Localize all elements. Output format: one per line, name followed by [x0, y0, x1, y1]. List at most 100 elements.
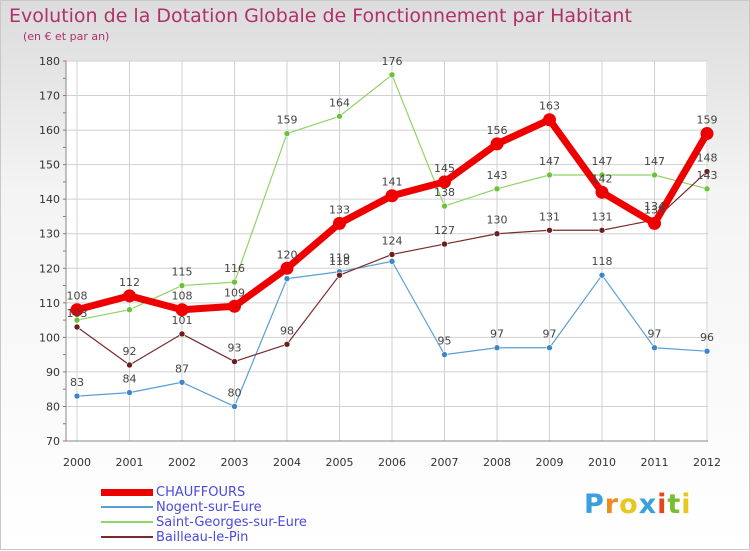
- data-label: 143: [487, 169, 508, 182]
- data-label: 108: [172, 290, 193, 303]
- data-label: 118: [329, 255, 350, 268]
- data-label: 147: [644, 155, 665, 168]
- data-label: 159: [277, 114, 298, 127]
- data-label: 133: [644, 203, 665, 216]
- data-point: [490, 137, 504, 151]
- data-point: [493, 185, 501, 193]
- legend-label: Nogent-sur-Eure: [156, 500, 262, 515]
- data-point: [700, 127, 714, 141]
- data-point: [546, 344, 553, 352]
- data-point: [388, 258, 396, 265]
- data-point: [126, 306, 133, 314]
- x-tick-label: 2005: [326, 456, 354, 469]
- data-label: 120: [277, 248, 298, 261]
- x-tick-label: 2000: [63, 456, 91, 469]
- data-point: [648, 216, 661, 230]
- data-label: 138: [434, 186, 455, 199]
- plot-area: [66, 61, 708, 441]
- data-label: 101: [172, 314, 193, 327]
- data-label: 112: [119, 276, 140, 289]
- data-label: 84: [123, 373, 137, 386]
- data-label: 92: [123, 345, 137, 358]
- data-point: [651, 171, 658, 179]
- data-point: [441, 351, 448, 358]
- legend-swatch: [101, 536, 153, 538]
- legend-swatch: [101, 521, 153, 523]
- y-tick-label: 170: [39, 90, 60, 103]
- data-label: 130: [487, 214, 508, 227]
- data-point: [336, 112, 343, 120]
- data-point: [70, 303, 84, 317]
- y-tick-label: 70: [46, 435, 60, 448]
- data-point: [175, 303, 189, 317]
- data-label: 124: [382, 234, 403, 247]
- x-tick-label: 2004: [273, 456, 301, 469]
- x-tick-label: 2001: [116, 456, 144, 469]
- data-label: 95: [438, 335, 452, 348]
- legend-label: Saint-Georges-sur-Eure: [156, 515, 307, 530]
- data-label: 164: [329, 96, 350, 109]
- data-point: [336, 271, 343, 279]
- logo-letter: t: [667, 489, 682, 520]
- data-label: 176: [382, 55, 403, 68]
- x-tick-label: 2010: [588, 456, 616, 469]
- data-label: 80: [228, 386, 242, 399]
- y-tick-label: 90: [46, 366, 60, 379]
- data-label: 96: [700, 331, 714, 344]
- data-point: [598, 271, 606, 279]
- logo-letter: P: [584, 489, 605, 520]
- data-label: 109: [224, 286, 245, 299]
- data-point: [178, 330, 186, 338]
- data-point: [231, 358, 238, 365]
- data-point: [703, 168, 711, 175]
- data-point: [703, 185, 711, 193]
- logo-letter: r: [604, 489, 620, 520]
- data-point: [595, 185, 609, 199]
- data-point: [178, 378, 186, 386]
- data-point: [333, 216, 346, 230]
- data-label: 141: [382, 176, 403, 189]
- data-point: [546, 171, 553, 179]
- y-tick-label: 150: [39, 159, 60, 172]
- y-tick-label: 160: [39, 124, 60, 137]
- logo-letter: o: [619, 489, 639, 520]
- data-label: 147: [592, 155, 613, 168]
- y-tick-label: 100: [39, 331, 60, 344]
- logo-letter: i: [681, 489, 692, 520]
- x-tick-label: 2009: [536, 456, 564, 469]
- data-point: [231, 403, 238, 410]
- x-tick-label: 2003: [221, 456, 249, 469]
- x-tick-label: 2007: [431, 456, 459, 469]
- data-label: 148: [697, 152, 718, 165]
- data-label: 127: [434, 224, 455, 237]
- data-label: 93: [228, 342, 242, 355]
- data-point: [178, 282, 186, 289]
- data-label: 143: [697, 169, 718, 182]
- data-point: [441, 240, 448, 248]
- data-point: [228, 299, 241, 313]
- chart-subtitle: (en € et par an): [23, 30, 110, 43]
- data-label: 98: [280, 324, 294, 337]
- data-point: [441, 202, 448, 210]
- data-label: 103: [67, 307, 88, 320]
- data-label: 87: [175, 362, 189, 375]
- data-point: [283, 340, 291, 348]
- data-label: 131: [592, 210, 613, 223]
- x-tick-label: 2006: [378, 456, 406, 469]
- data-label: 115: [172, 266, 193, 279]
- legend-label: CHAUFFOURS: [156, 485, 246, 500]
- data-label: 156: [487, 124, 508, 137]
- x-tick-label: 2002: [168, 456, 196, 469]
- data-point: [598, 171, 606, 179]
- y-tick-label: 180: [39, 55, 60, 68]
- data-label: 97: [490, 328, 504, 341]
- data-point: [126, 389, 133, 396]
- data-point: [73, 316, 81, 324]
- x-tick-label: 2011: [641, 456, 669, 469]
- data-point: [283, 275, 291, 282]
- data-point: [123, 289, 136, 303]
- data-point: [546, 226, 553, 234]
- data-label: 108: [67, 290, 88, 303]
- legend-swatch: [101, 488, 153, 496]
